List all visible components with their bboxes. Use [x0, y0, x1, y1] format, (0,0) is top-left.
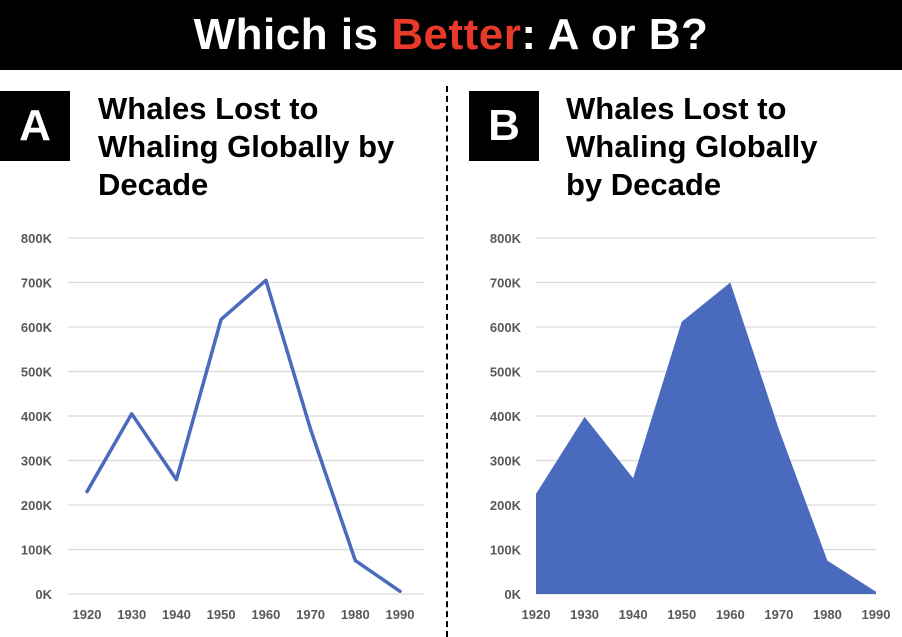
chart-a-y-tick-label: 700K [21, 276, 53, 291]
chart-a-y-tick-label: 400K [21, 409, 53, 424]
chart-b-x-tick-label: 1940 [619, 607, 648, 622]
chart-b-y-tick-label: 700K [490, 276, 522, 291]
chart-a-x-tick-label: 1980 [341, 607, 370, 622]
chart-a-y-tick-label: 800K [21, 231, 53, 246]
header-accent: Better [391, 10, 522, 59]
chart-a-x-tick-label: 1940 [162, 607, 191, 622]
chart-a-y-tick-label: 600K [21, 320, 53, 335]
chart-a-y-tick-label: 300K [21, 454, 53, 469]
chart-a-y-tick-label: 0K [35, 587, 52, 602]
chart-a-title-line-2: Whaling Globally by [98, 129, 395, 164]
chart-b-x-tick-label: 1920 [522, 607, 551, 622]
chart-b-title-line-3: by Decade [566, 167, 722, 202]
chart-b-title-line-1: Whales Lost to [566, 91, 787, 126]
chart-b-y-tick-label: 100K [490, 543, 522, 558]
chart-b-y-tick-label: 800K [490, 231, 522, 246]
chart-b-x-tick-label: 1970 [764, 607, 793, 622]
chart-b-y-tick-label: 0K [504, 587, 521, 602]
chart-b-title: Whales Lost to Whaling Globally by Decad… [566, 90, 866, 204]
chart-a-title-line-1: Whales Lost to [98, 91, 319, 126]
chart-a-x-tick-label: 1970 [296, 607, 325, 622]
chart-b-y-tick-label: 500K [490, 365, 522, 380]
chart-b-x-tick-label: 1980 [813, 607, 842, 622]
chart-b-x-tick-label: 1930 [570, 607, 599, 622]
chart-b-x-tick-label: 1950 [667, 607, 696, 622]
chart-a-x-tick-label: 1920 [73, 607, 102, 622]
chart-a-x-tick-label: 1990 [386, 607, 415, 622]
chart-a-y-tick-label: 100K [21, 543, 53, 558]
chart-a-x-tick-label: 1930 [117, 607, 146, 622]
chart-b-y-tick-label: 200K [490, 498, 522, 513]
badge-b: B [469, 91, 539, 161]
chart-b-x-tick-label: 1990 [862, 607, 891, 622]
chart-a-line-series [85, 278, 402, 594]
chart-b-x-tick-label: 1960 [716, 607, 745, 622]
chart-a-title: Whales Lost to Whaling Globally by Decad… [98, 90, 443, 204]
chart-b-title-line-2: Whaling Globally [566, 129, 818, 164]
chart-b-y-tick-label: 300K [490, 454, 522, 469]
badge-a: A [0, 91, 70, 161]
panel-divider [446, 86, 448, 637]
header-prefix: Which is [193, 10, 392, 59]
chart-b-y-tick-label: 600K [490, 320, 522, 335]
header-banner: Which is Better: A or B? [0, 0, 902, 70]
chart-a-x-tick-label: 1950 [207, 607, 236, 622]
chart-b-y-tick-label: 400K [490, 409, 522, 424]
header-suffix: : A or B? [521, 10, 709, 59]
chart-a-y-tick-label: 500K [21, 365, 53, 380]
chart-b-area-series [536, 282, 876, 594]
chart-a-x-tick-label: 1960 [251, 607, 280, 622]
chart-a-y-tick-label: 200K [21, 498, 53, 513]
chart-a-title-line-3: Decade [98, 167, 209, 202]
